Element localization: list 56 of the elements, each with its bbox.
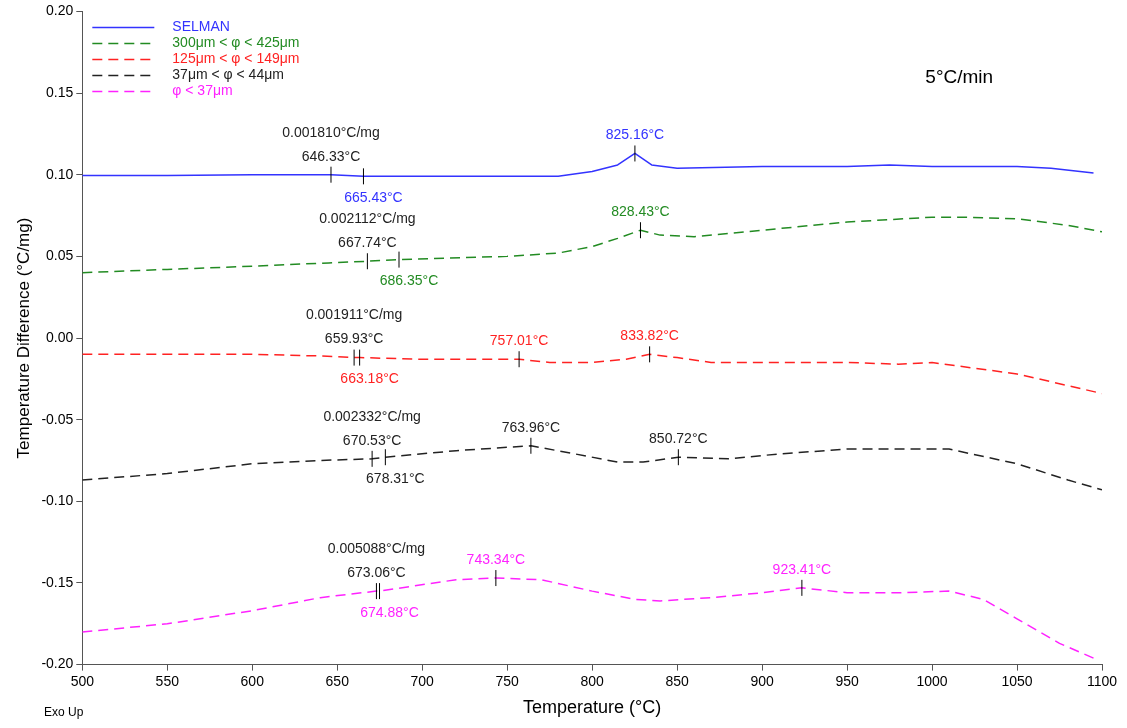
legend-label: φ < 37μm xyxy=(172,82,233,99)
annotation: 686.35°C xyxy=(379,272,439,289)
x-tick-label: 800 xyxy=(580,672,605,689)
annotation: 667.74°C xyxy=(338,234,397,251)
y-tick-label: 0.10 xyxy=(46,165,74,182)
y-tick-label: 0.15 xyxy=(46,83,74,100)
annotation: 0.001810°C/mg xyxy=(282,123,380,140)
x-tick-label: 900 xyxy=(750,672,774,689)
y-tick-label: -0.15 xyxy=(41,573,74,590)
legend-label: 37μm < φ < 44μm xyxy=(172,66,284,83)
y-tick-label: 0.20 xyxy=(46,2,74,19)
x-tick-label: 700 xyxy=(410,672,435,689)
annotation: 825.16°C xyxy=(605,126,665,143)
annotation: 674.88°C xyxy=(360,603,419,620)
legend-label: SELMAN xyxy=(172,18,230,35)
y-tick-label: 0.00 xyxy=(46,328,74,345)
annotation: 670.53°C xyxy=(342,431,402,448)
annotation: 0.002332°C/mg xyxy=(323,407,421,424)
annotation: 659.93°C xyxy=(324,330,384,347)
x-tick-label: 750 xyxy=(495,672,520,689)
x-tick-label: 950 xyxy=(835,672,859,689)
text: Exo Up xyxy=(44,704,84,719)
annotation: 757.01°C xyxy=(489,332,549,349)
annotation: 663.18°C xyxy=(340,370,399,387)
annotation: 678.31°C xyxy=(366,470,425,487)
annotation: 673.06°C xyxy=(347,563,406,580)
annotation: 763.96°C xyxy=(501,418,561,435)
y-tick-label: -0.20 xyxy=(41,655,74,672)
x-axis-title: Temperature (°C) xyxy=(523,697,662,718)
annotation: 646.33°C xyxy=(301,147,361,164)
annotation: 743.34°C xyxy=(466,550,526,567)
line-series xyxy=(82,445,1102,491)
y-tick-label: -0.10 xyxy=(41,492,74,509)
annotation: 665.43°C xyxy=(344,189,403,206)
annotation: 0.002112°C/mg xyxy=(319,210,416,227)
x-tick-label: 1000 xyxy=(916,672,948,689)
legend-label: 125μm < φ < 149μm xyxy=(172,50,300,67)
y-axis-title: Temperature Difference (°C/mg) xyxy=(13,217,33,459)
x-tick-label: 550 xyxy=(155,672,180,689)
annotation: 923.41°C xyxy=(772,560,832,577)
x-tick-label: 650 xyxy=(325,672,350,689)
annotation: 0.001911°C/mg xyxy=(305,306,403,323)
annotation: 5°C/min xyxy=(925,65,994,87)
x-tick-label: 1050 xyxy=(1001,672,1033,689)
annotation: 850.72°C xyxy=(649,430,708,447)
x-tick-label: 600 xyxy=(240,672,265,689)
y-tick-label: 0.05 xyxy=(46,247,74,264)
x-tick-label: 850 xyxy=(665,672,690,689)
legend-label: 300μm < φ < 425μm xyxy=(172,34,300,51)
annotation: 828.43°C xyxy=(611,203,670,220)
y-tick-label: -0.05 xyxy=(41,410,74,427)
x-tick-label: 500 xyxy=(70,672,95,689)
x-tick-label: 1100 xyxy=(1086,672,1118,689)
line-series xyxy=(82,577,1095,659)
annotation: 0.005088°C/mg xyxy=(327,539,426,556)
annotation: 833.82°C xyxy=(620,327,679,344)
